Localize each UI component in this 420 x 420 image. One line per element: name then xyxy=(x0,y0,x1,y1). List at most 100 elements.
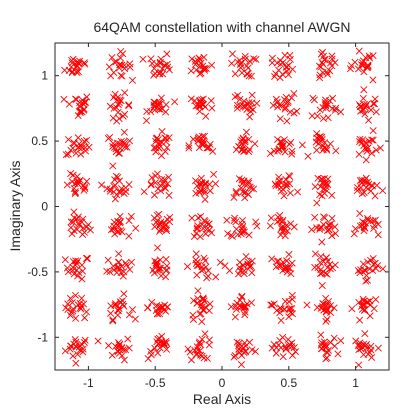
data-point xyxy=(370,221,378,229)
data-point xyxy=(279,353,287,361)
data-point xyxy=(75,221,83,229)
data-point xyxy=(230,193,238,202)
data-point xyxy=(369,127,377,135)
data-point xyxy=(361,110,369,118)
data-point xyxy=(128,258,136,266)
data-point xyxy=(276,211,284,219)
data-point xyxy=(243,300,251,308)
y-tick-label: 0 xyxy=(41,200,48,214)
data-point xyxy=(358,61,366,69)
data-point xyxy=(72,149,80,157)
data-point xyxy=(72,96,80,104)
data-point xyxy=(161,134,169,142)
data-point xyxy=(286,173,294,181)
data-point xyxy=(286,189,294,197)
data-point xyxy=(245,338,254,346)
data-point xyxy=(148,174,156,182)
data-point xyxy=(283,268,291,276)
data-point xyxy=(235,349,244,357)
data-point xyxy=(371,95,379,103)
data-point xyxy=(365,52,373,60)
data-point xyxy=(270,147,278,155)
data-point xyxy=(80,137,88,145)
data-point xyxy=(288,147,296,155)
data-point xyxy=(124,335,132,343)
data-point xyxy=(277,101,285,109)
data-point xyxy=(248,269,256,277)
y-tick-label: -1 xyxy=(37,330,48,344)
data-point xyxy=(208,61,216,69)
data-point xyxy=(268,344,276,352)
data-point xyxy=(194,137,202,145)
data-point xyxy=(123,143,131,151)
data-point xyxy=(205,341,213,349)
data-point xyxy=(242,252,250,261)
data-point xyxy=(192,250,200,258)
data-point xyxy=(240,147,248,155)
data-point xyxy=(125,101,133,109)
data-point xyxy=(310,96,318,104)
data-point xyxy=(241,308,249,316)
data-point xyxy=(304,152,312,160)
data-point xyxy=(111,230,119,238)
data-point xyxy=(209,147,217,155)
data-point xyxy=(235,339,243,347)
data-point xyxy=(118,262,126,270)
data-point xyxy=(374,344,382,352)
data-point xyxy=(277,138,285,146)
data-point xyxy=(316,258,324,267)
data-point xyxy=(294,188,302,196)
data-point xyxy=(326,97,334,105)
data-point xyxy=(357,184,365,192)
data-point xyxy=(144,355,152,363)
x-axis-label: Real Axis xyxy=(193,391,251,407)
data-point xyxy=(157,152,166,160)
data-point xyxy=(231,70,239,78)
data-point xyxy=(246,183,254,191)
data-point xyxy=(109,162,117,170)
data-point xyxy=(320,144,328,152)
data-point xyxy=(241,189,249,197)
data-point xyxy=(64,300,72,308)
data-point xyxy=(150,191,159,199)
data-point xyxy=(285,140,293,148)
data-point xyxy=(78,99,86,107)
data-point xyxy=(69,258,77,266)
data-point xyxy=(356,269,364,277)
data-point xyxy=(354,65,362,73)
data-point xyxy=(153,258,161,266)
data-point xyxy=(238,225,246,233)
data-point xyxy=(328,55,336,63)
data-point xyxy=(67,170,75,178)
data-point xyxy=(279,267,287,275)
data-point xyxy=(163,144,171,152)
data-point xyxy=(239,188,247,196)
data-point xyxy=(147,180,155,188)
data-point xyxy=(231,214,239,222)
data-point xyxy=(202,230,210,238)
data-point xyxy=(321,214,329,222)
data-point xyxy=(63,181,71,189)
data-point xyxy=(283,257,291,265)
y-tick-label: 1 xyxy=(41,69,48,83)
data-point xyxy=(317,266,325,274)
data-point xyxy=(109,142,117,150)
data-point xyxy=(332,147,340,155)
data-point xyxy=(279,216,287,224)
data-point xyxy=(272,263,280,271)
data-point xyxy=(131,315,139,323)
data-point xyxy=(328,104,336,112)
data-point xyxy=(198,318,206,326)
data-point xyxy=(313,199,321,207)
data-point xyxy=(285,61,293,69)
data-point xyxy=(152,259,160,267)
data-point xyxy=(80,59,88,67)
data-point xyxy=(247,299,255,307)
data-point xyxy=(325,225,333,233)
data-point xyxy=(240,228,248,236)
data-point xyxy=(227,231,235,239)
data-point xyxy=(368,182,376,190)
data-point xyxy=(78,275,86,283)
data-point xyxy=(236,102,244,110)
data-point xyxy=(366,349,374,357)
